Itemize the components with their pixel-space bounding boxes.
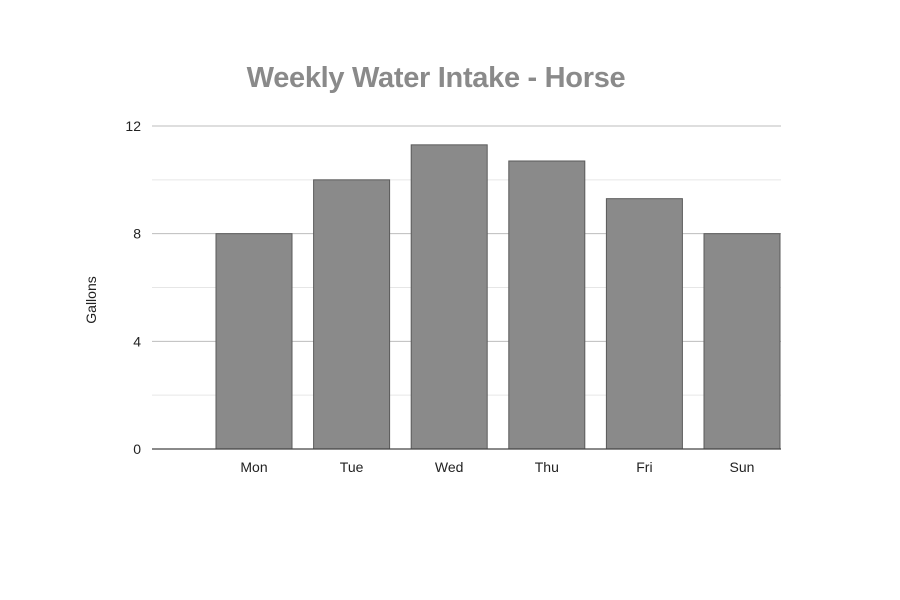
- chart-title: Weekly Water Intake - Horse: [246, 62, 626, 94]
- bar-tue: [313, 179, 391, 450]
- x-tick-label: Wed: [435, 459, 464, 475]
- x-tick-label: Sun: [730, 459, 755, 475]
- bar-mon: [215, 233, 293, 450]
- bar-fri: [605, 198, 683, 450]
- x-tick-label: Tue: [340, 459, 364, 475]
- bar-thu: [508, 160, 586, 450]
- y-tick-label: 12: [125, 118, 141, 134]
- y-tick-label: 0: [133, 441, 141, 457]
- x-tick-label: Mon: [240, 459, 267, 475]
- y-tick-label: 8: [133, 226, 141, 242]
- y-tick-label: 4: [133, 333, 141, 349]
- bar-sun: [703, 233, 781, 450]
- bar-wed: [410, 144, 488, 450]
- x-tick-label: Thu: [535, 459, 559, 475]
- x-tick-label: Fri: [636, 459, 652, 475]
